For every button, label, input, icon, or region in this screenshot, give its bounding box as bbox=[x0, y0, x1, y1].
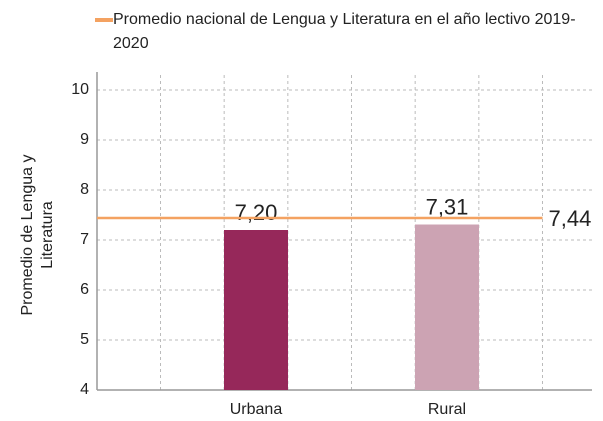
y-tick-label: 6 bbox=[80, 281, 89, 298]
data-label: 7,31 bbox=[426, 194, 469, 219]
y-tick-label: 4 bbox=[80, 381, 89, 398]
bar bbox=[224, 230, 288, 390]
reference-label: 7,44 bbox=[549, 206, 592, 231]
y-tick-label: 9 bbox=[80, 131, 89, 148]
legend-label: Promedio nacional de Lengua y Literatura… bbox=[113, 11, 576, 52]
y-tick-label: 10 bbox=[71, 81, 89, 98]
x-tick-label: Urbana bbox=[230, 401, 283, 418]
y-tick-label: 8 bbox=[80, 181, 89, 198]
bar bbox=[415, 224, 479, 390]
y-tick-label: 5 bbox=[80, 331, 89, 348]
data-label: 7,20 bbox=[235, 200, 278, 225]
x-tick-label: Rural bbox=[428, 401, 466, 418]
y-axis-label: Promedio de Lengua y Literatura bbox=[19, 154, 56, 316]
y-tick-label: 7 bbox=[80, 231, 89, 248]
